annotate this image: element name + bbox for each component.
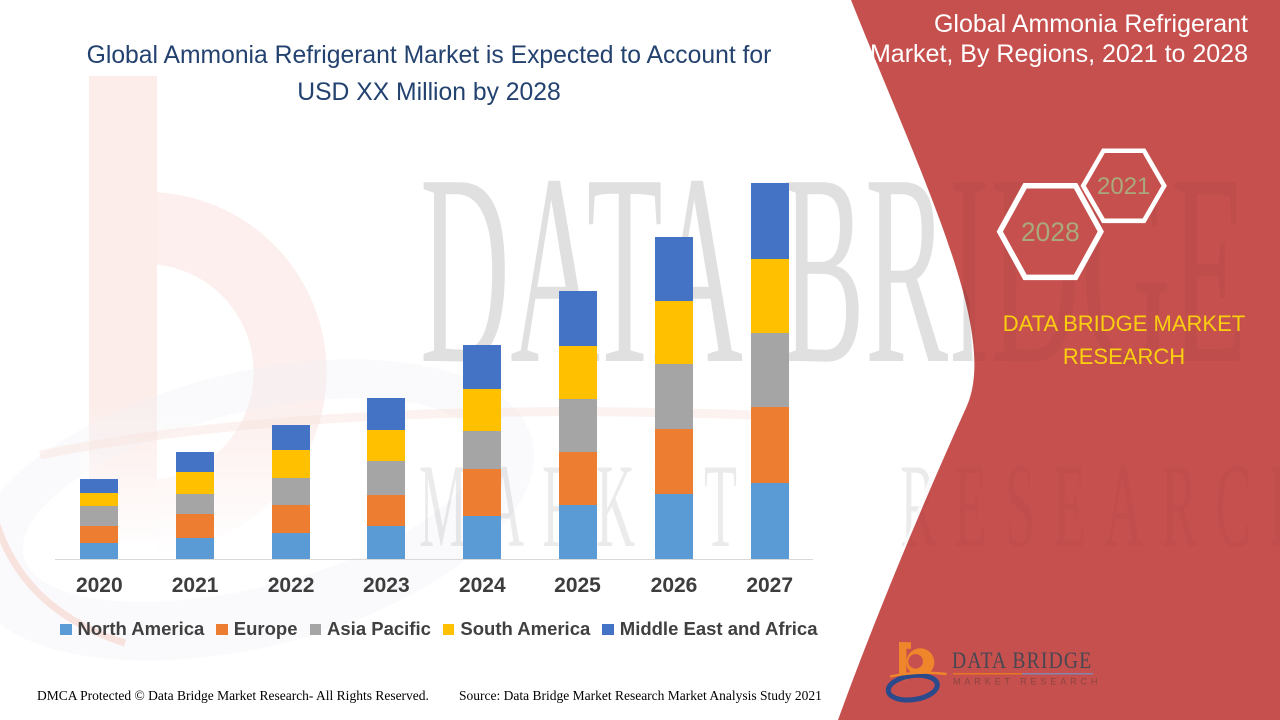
svg-text:DATA BRIDGE: DATA BRIDGE bbox=[952, 647, 1092, 673]
svg-text:2021: 2021 bbox=[1097, 173, 1150, 200]
svg-text:2028: 2028 bbox=[1021, 217, 1080, 247]
svg-text:MARKET RESEARCH: MARKET RESEARCH bbox=[953, 677, 1101, 687]
